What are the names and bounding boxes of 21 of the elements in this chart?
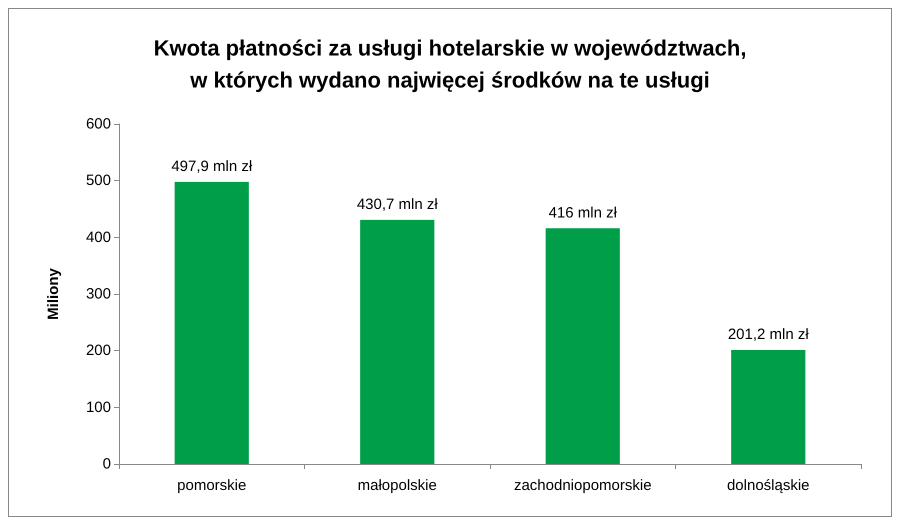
y-tick-label: 400 [86, 228, 111, 246]
y-axis-title: Miliony [45, 268, 62, 320]
bar [546, 228, 620, 464]
y-tick-label: 500 [86, 172, 111, 190]
x-tick-label: zachodniopomorskie [514, 477, 652, 494]
y-tick-label: 200 [86, 342, 111, 360]
y-tick-label: 100 [86, 398, 111, 416]
x-tick-label: dolnośląskie [726, 477, 810, 494]
data-label: 497,9 mln zł [171, 158, 253, 175]
data-label: 430,7 mln zł [356, 196, 438, 213]
data-label: 201,2 mln zł [728, 326, 810, 343]
data-label: 416 mln zł [548, 204, 618, 222]
bar [360, 220, 434, 464]
y-tick-label: 300 [86, 286, 111, 302]
y-tick-label: 0 [102, 456, 111, 472]
y-tick-label: 600 [86, 116, 111, 132]
bar [174, 182, 249, 464]
chart-title: Kwota płatności za usługi hotelarskie w województwach, w których wydano najwięcej środków na te usługi [154, 36, 746, 92]
x-tick-label: małopolskie [358, 477, 437, 494]
x-tick-label: pomorskie [177, 477, 246, 494]
bar [731, 350, 806, 464]
